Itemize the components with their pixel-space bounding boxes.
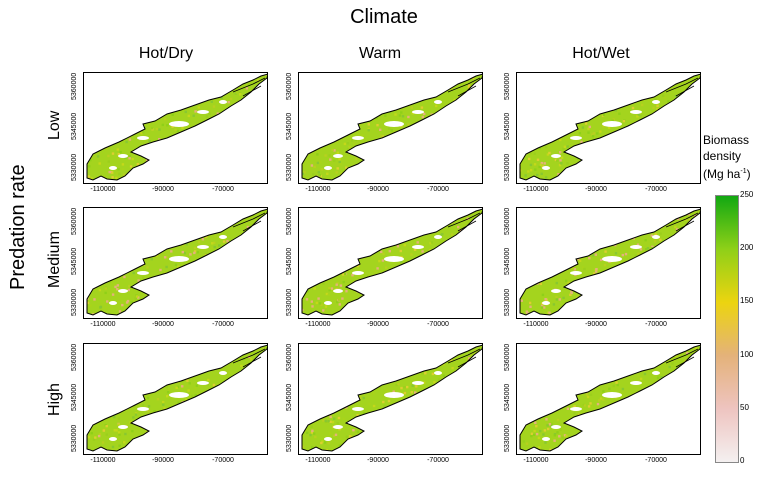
x-tick-label: -90000 <box>152 321 174 328</box>
lake-outline <box>301 73 483 181</box>
x-tick-label: -90000 <box>585 186 607 193</box>
y-tick-label: 5345000 <box>504 247 511 275</box>
y-tick-label: 5330000 <box>504 153 511 181</box>
legend-tick-0: 0 <box>740 456 745 465</box>
map-panel-medium-hot-wet <box>516 207 701 319</box>
y-tick-label: 5345000 <box>286 247 293 275</box>
x-tick-label: -90000 <box>367 186 389 193</box>
x-tick-label: -90000 <box>152 186 174 193</box>
y-tick-label: 5345000 <box>286 112 293 140</box>
legend-title: Biomass density (Mg ha-1) <box>703 132 751 182</box>
lake-outline <box>86 73 268 181</box>
x-tick-label: -110000 <box>90 186 116 193</box>
y-tick-label: 5360000 <box>71 207 78 235</box>
map-panel-high-warm <box>298 343 483 455</box>
y-tick-label: 5345000 <box>71 112 78 140</box>
y-tick-label: 5360000 <box>71 343 78 371</box>
figure-title: Climate <box>350 6 418 28</box>
x-tick-label: -70000 <box>212 321 234 328</box>
map-panel-medium-hot-dry <box>83 207 268 319</box>
x-tick-label: -70000 <box>212 457 234 464</box>
map-panel-low-hot-wet <box>516 72 701 184</box>
map-panel-low-hot-dry <box>83 72 268 184</box>
y-tick-label: 5330000 <box>504 288 511 316</box>
x-tick-label: -90000 <box>152 457 174 464</box>
legend-tick-250: 250 <box>740 190 754 199</box>
y-tick-label: 5345000 <box>71 383 78 411</box>
x-tick-label: -70000 <box>212 186 234 193</box>
x-tick-label: -110000 <box>90 321 116 328</box>
side-label-predation-rate: Predation rate <box>7 164 29 290</box>
y-tick-label: 5345000 <box>504 383 511 411</box>
y-tick-label: 5330000 <box>71 288 78 316</box>
legend-colorbar <box>715 195 739 463</box>
y-tick-label: 5360000 <box>504 207 511 235</box>
x-tick-label: -70000 <box>427 321 449 328</box>
y-tick-label: 5360000 <box>504 72 511 100</box>
map-panel-high-hot-dry <box>83 343 268 455</box>
y-tick-label: 5345000 <box>504 112 511 140</box>
lake-outline <box>301 208 483 316</box>
y-tick-label: 5330000 <box>71 153 78 181</box>
x-tick-label: -110000 <box>523 457 549 464</box>
x-tick-label: -110000 <box>90 457 116 464</box>
y-tick-label: 5360000 <box>286 72 293 100</box>
x-tick-label: -110000 <box>523 186 549 193</box>
y-tick-label: 5345000 <box>71 247 78 275</box>
row-label-high: High <box>46 383 63 416</box>
x-tick-label: -70000 <box>645 321 667 328</box>
x-tick-label: -90000 <box>367 321 389 328</box>
y-tick-label: 5360000 <box>286 343 293 371</box>
y-tick-label: 5330000 <box>286 153 293 181</box>
y-tick-label: 5360000 <box>286 207 293 235</box>
legend-title-line-2: density <box>703 149 742 163</box>
lake-outline <box>519 344 701 452</box>
lake-outline <box>86 208 268 316</box>
y-tick-label: 5330000 <box>504 424 511 452</box>
column-label-hot-wet: Hot/Wet <box>572 45 630 62</box>
y-tick-label: 5360000 <box>71 72 78 100</box>
x-tick-label: -90000 <box>367 457 389 464</box>
legend-title-unit: (Mg ha-1) <box>703 167 751 181</box>
legend-title-line-1: Biomass <box>703 133 750 147</box>
x-tick-label: -70000 <box>427 457 449 464</box>
x-tick-label: -110000 <box>305 457 331 464</box>
x-tick-label: -70000 <box>427 186 449 193</box>
y-tick-label: 5330000 <box>286 424 293 452</box>
legend-tick-50: 50 <box>740 402 749 412</box>
column-label-hot-dry: Hot/Dry <box>138 45 194 62</box>
row-label-low: Low <box>46 110 63 140</box>
y-tick-label: 5330000 <box>286 288 293 316</box>
column-label-warm: Warm <box>358 45 402 62</box>
x-tick-label: -70000 <box>645 457 667 464</box>
x-tick-label: -110000 <box>523 321 549 328</box>
y-tick-label: 5345000 <box>286 383 293 411</box>
legend-tick-100: 100 <box>740 349 754 359</box>
lake-outline <box>86 344 268 452</box>
lake-outline <box>301 344 483 452</box>
lake-outline <box>519 73 701 181</box>
legend-tick-200: 200 <box>740 243 754 253</box>
x-tick-label: -90000 <box>585 321 607 328</box>
lake-outline <box>519 208 701 316</box>
y-tick-label: 5360000 <box>504 343 511 371</box>
map-panel-low-warm <box>298 72 483 184</box>
map-panel-high-hot-wet <box>516 343 701 455</box>
x-tick-label: -110000 <box>305 186 331 193</box>
x-tick-label: -70000 <box>645 186 667 193</box>
legend-tick-150: 150 <box>740 296 754 306</box>
x-tick-label: -90000 <box>585 457 607 464</box>
map-panel-medium-warm <box>298 207 483 319</box>
row-label-medium: Medium <box>46 231 63 288</box>
x-tick-label: -110000 <box>305 321 331 328</box>
y-tick-label: 5330000 <box>71 424 78 452</box>
